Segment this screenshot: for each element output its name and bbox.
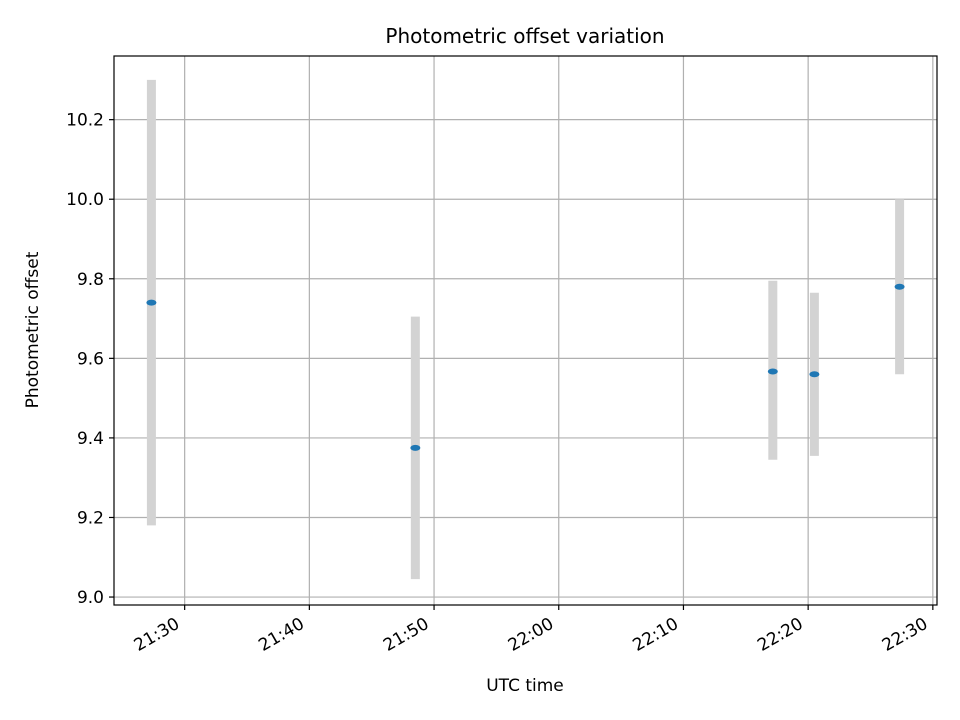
data-points: [146, 283, 905, 451]
chart-title: Photometric offset variation: [385, 24, 664, 48]
y-tick-label: 10.2: [66, 111, 104, 131]
plot-frame: [113, 55, 938, 606]
y-tick-label: 9.2: [77, 508, 104, 528]
y-axis-label: Photometric offset: [23, 251, 43, 408]
grid: [114, 56, 937, 605]
data-point: [146, 299, 157, 306]
y-tick-label: 9.0: [77, 588, 104, 608]
data-point: [809, 371, 820, 378]
y-axis-ticks: 9.0 9.2 9.4 9.6 9.8 10.0 10.2: [66, 111, 114, 608]
y-tick-label: 9.6: [77, 349, 104, 369]
y-tick-label: 9.4: [77, 429, 104, 449]
y-tick-label: 9.8: [77, 270, 104, 290]
data-point: [894, 283, 905, 290]
data-point: [410, 444, 421, 451]
x-axis-label: UTC time: [486, 676, 564, 696]
y-tick-label: 10.0: [66, 190, 104, 210]
data-point: [767, 368, 778, 375]
